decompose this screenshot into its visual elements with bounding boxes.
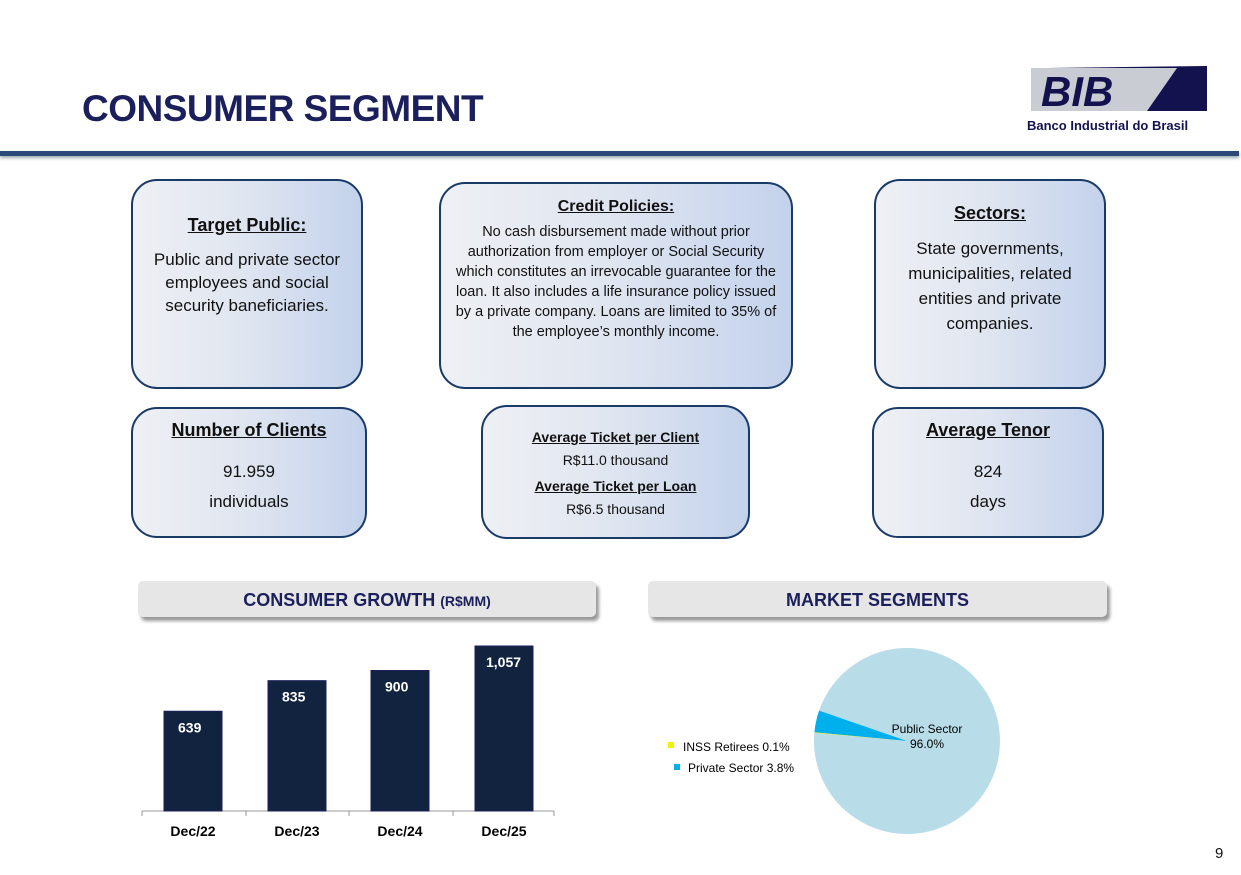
average-ticket-card: Average Ticket per Client R$11.0 thousan… [481,405,750,539]
tenor-value: 824 [973,462,1003,481]
ticket-loan-title: Average Ticket per Loan [534,478,697,494]
sectors-card: Sectors: State governments, municipaliti… [874,179,1106,389]
legend-swatch [674,764,680,770]
banner-title: CONSUMER GROWTH [243,590,436,610]
tick-label: Dec/25 [481,823,526,839]
clients-value: 91.959 [223,462,275,481]
clients-unit: individuals [209,492,289,511]
card-title: Number of Clients [171,420,327,440]
svg-text:BIB: BIB [1041,68,1113,115]
pie-slice [814,732,907,741]
consumer-growth-chart: 639 Dec/22 835 Dec/23 900 Dec/24 1,057 Dec/25 [141,645,555,839]
bib-logo: BIB Banco Industrial do Brasil [1027,66,1207,136]
card-body: Public and private sector employees and … [153,250,341,315]
data-label: 835 [282,689,306,705]
card-title: Target Public: [187,215,307,235]
card-body: No cash disbursement made without prior … [455,224,777,340]
bar [267,680,327,812]
ticket-client-value: R$11.0 thousand [562,452,669,468]
target-public-card: Target Public: Public and private sector… [131,179,363,389]
pie-slice [814,710,907,741]
banner-unit: (R$MM) [440,593,491,609]
page-number: 9 [1215,845,1224,862]
tick-label: Dec/22 [170,823,215,839]
ticket-client-title: Average Ticket per Client [531,429,700,445]
bar [163,710,223,812]
tick-label: Dec/24 [377,823,422,839]
tick-label: Dec/23 [274,823,319,839]
header-divider [0,151,1239,156]
card-title: Average Tenor [925,420,1051,440]
tenor-unit: days [970,492,1006,511]
banner-title: MARKET SEGMENTS [785,590,969,610]
bar [370,670,430,812]
page-title: CONSUMER SEGMENT [82,88,484,129]
slice-label: Public Sector [892,722,963,736]
data-label: 639 [178,719,202,735]
number-of-clients-card: Number of Clients 91.959 individuals [131,407,367,538]
card-body: State governments, municipalities, relat… [908,239,1072,333]
legend-label: INSS Retirees 0.1% [683,740,790,754]
ticket-loan-value: R$6.5 thousand [566,501,665,517]
bar [474,645,534,812]
data-label: 1,057 [486,654,521,670]
legend-swatch [668,742,674,748]
credit-policies-card: Credit Policies: No cash disbursement ma… [439,182,793,389]
average-tenor-card: Average Tenor 824 days [872,407,1104,538]
card-title: Credit Policies: [557,198,675,215]
logo-subtitle: Banco Industrial do Brasil [1027,118,1188,133]
market-segments-banner: MARKET SEGMENTS [648,581,1107,617]
data-label: 900 [385,679,409,695]
slice-pct: 96.0% [910,737,944,751]
legend-label: Private Sector 3.8% [688,761,794,775]
card-title: Sectors: [953,203,1027,223]
consumer-growth-banner: CONSUMER GROWTH (R$MM) [138,581,596,617]
